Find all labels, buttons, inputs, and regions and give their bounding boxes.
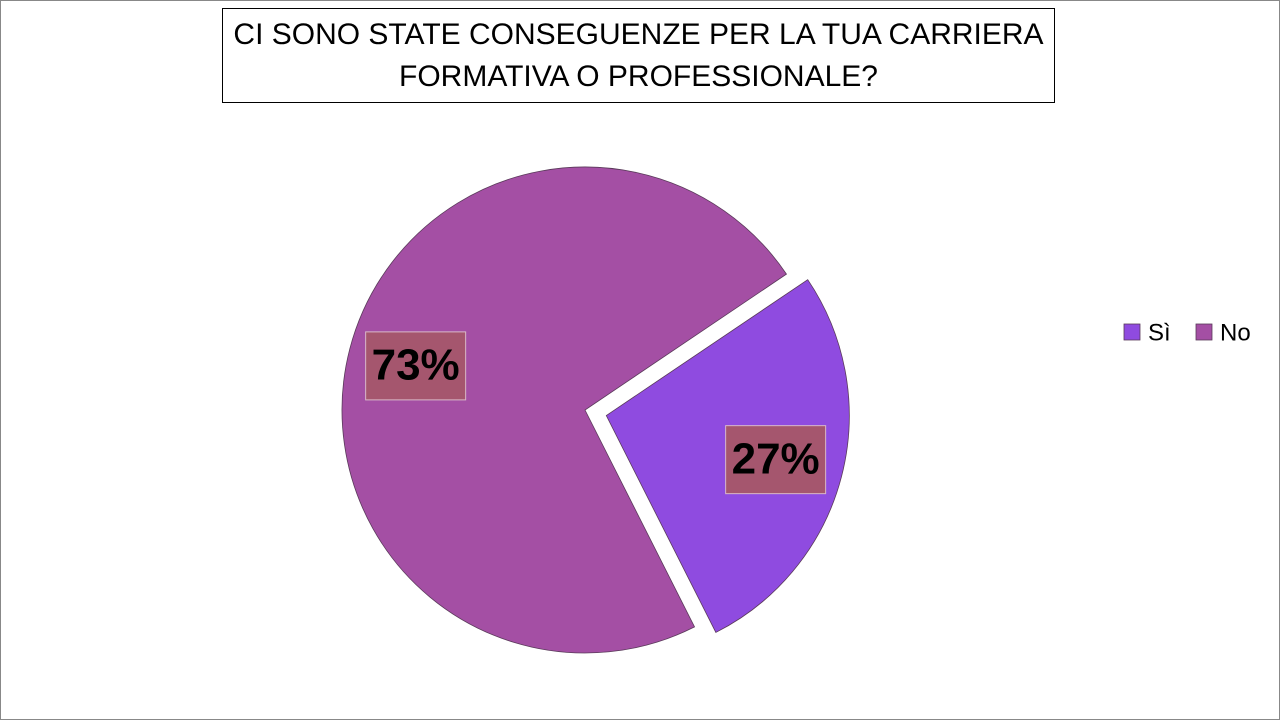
legend-label: No	[1220, 319, 1251, 346]
legend-swatch	[1195, 323, 1213, 341]
legend-swatch	[1123, 323, 1141, 341]
data-label: 73%	[372, 341, 460, 390]
data-label: 27%	[732, 434, 820, 483]
data-label-box	[725, 425, 827, 495]
pie-slice	[341, 166, 788, 654]
legend-label: Sì	[1148, 319, 1171, 346]
data-label-box	[365, 331, 467, 401]
chart-title: CI SONO STATE CONSEGUENZE PER LA TUA CAR…	[222, 8, 1055, 103]
